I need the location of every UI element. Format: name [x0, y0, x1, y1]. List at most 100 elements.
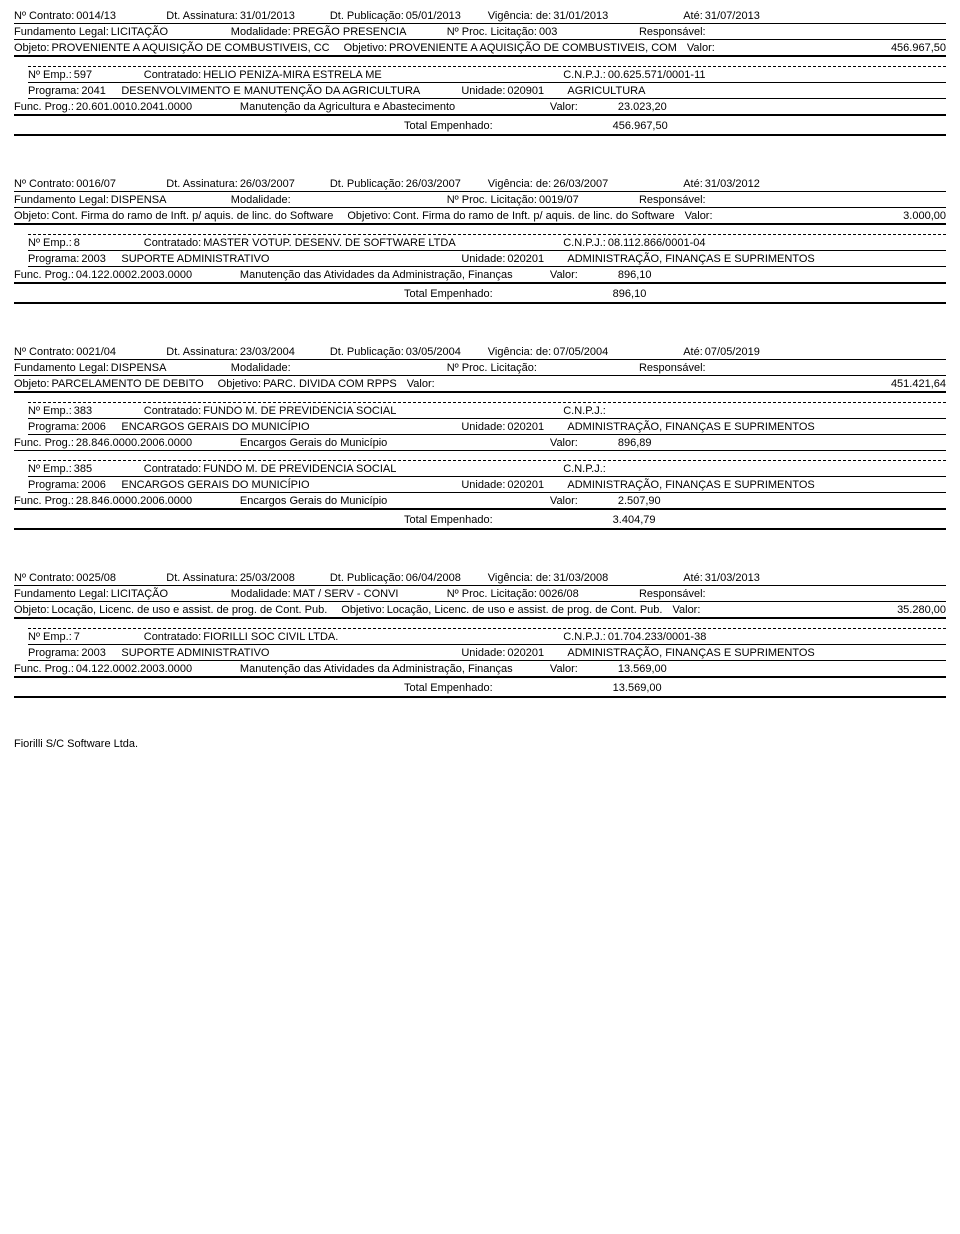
lbl-objeto: Objeto: — [14, 42, 49, 54]
lbl-dt-assinatura: Dt. Assinatura: — [166, 10, 238, 22]
val-objetivo: Cont. Firma do ramo de Inft. p/ aquis. d… — [393, 210, 675, 222]
lbl-modalidade: Modalidade: — [231, 194, 291, 206]
val-programa-desc: ENCARGOS GERAIS DO MUNICÍPIO — [121, 421, 441, 433]
total-row: Total Empenhado:456.967,50 — [14, 116, 946, 136]
lbl-num-emp: Nº Emp.: — [28, 237, 72, 249]
contract-block: Nº Contrato:0025/08Dt. Assinatura: 25/03… — [14, 570, 946, 698]
lbl-vigencia-ate: Até: — [683, 346, 703, 358]
contract-block: Nº Contrato:0021/04Dt. Assinatura: 23/03… — [14, 344, 946, 530]
val-emp-valor: 2.507,90 — [618, 495, 661, 507]
lbl-cnpj: C.N.P.J.: — [563, 463, 606, 475]
val-unidade-desc: ADMINISTRAÇÃO, FINANÇAS E SUPRIMENTOS — [567, 253, 814, 265]
lbl-modalidade: Modalidade: — [231, 362, 291, 374]
val-objeto: PARCELAMENTO DE DEBITO — [51, 378, 203, 390]
lbl-unidade: Unidade: — [461, 647, 505, 659]
emp-line-1: Nº Emp.:597Contratado: HELIO PENIZA-MIRA… — [28, 67, 946, 83]
emp-line-3: Func. Prog.: 04.122.0002.2003.0000Manute… — [14, 267, 946, 284]
emp-line-3: Func. Prog.: 20.601.0010.2041.0000 Manute… — [14, 99, 946, 116]
val-num-contrato: 0016/07 — [76, 178, 136, 190]
val-contratado: FIORILLI SOC CIVIL LTDA. — [203, 631, 543, 643]
lbl-vigencia-de: Vigência: de: — [488, 572, 551, 584]
lbl-total-empenhado: Total Empenhado: — [404, 514, 493, 526]
val-num-emp: 7 — [74, 631, 114, 643]
lbl-num-emp: Nº Emp.: — [28, 405, 72, 417]
emp-line-2: Programa: 2006ENCARGOS GERAIS DO MUNICÍP… — [28, 477, 946, 493]
val-dt-publicacao: 26/03/2007 — [406, 178, 476, 190]
contract-header-3: Objeto: Locação, Licenc. de uso e assist… — [14, 602, 946, 619]
lbl-vigencia-de: Vigência: de: — [488, 178, 551, 190]
contract-header-1: Nº Contrato:0021/04Dt. Assinatura: 23/03… — [14, 344, 946, 360]
val-dt-publicacao: 05/01/2013 — [406, 10, 476, 22]
lbl-func-prog: Func. Prog.: — [14, 495, 74, 507]
val-num-contrato: 0014/13 — [76, 10, 136, 22]
val-unidade-desc: ADMINISTRAÇÃO, FINANÇAS E SUPRIMENTOS — [567, 479, 814, 491]
lbl-func-prog: Func. Prog.: — [14, 269, 74, 281]
val-fund-legal: DISPENSA — [111, 194, 201, 206]
val-num-emp: 597 — [74, 69, 114, 81]
val-objetivo: Locação, Licenc. de uso e assist. de pro… — [387, 604, 663, 616]
val-modalidade: MAT / SERV - CONVI — [293, 588, 433, 600]
lbl-objeto: Objeto: — [14, 210, 49, 222]
lbl-unidade: Unidade: — [461, 421, 505, 433]
val-vigencia-de: 07/05/2004 — [553, 346, 623, 358]
lbl-dt-assinatura: Dt. Assinatura: — [166, 178, 238, 190]
lbl-func-prog: Func. Prog.: — [14, 101, 74, 113]
lbl-fund-legal: Fundamento Legal: — [14, 362, 109, 374]
val-objeto: Locação, Licenc. de uso e assist. de pro… — [51, 604, 327, 616]
lbl-total-empenhado: Total Empenhado: — [404, 682, 493, 694]
val-dt-publicacao: 03/05/2004 — [406, 346, 476, 358]
lbl-objetivo: Objetivo: — [341, 604, 384, 616]
val-func-prog: 20.601.0010.2041.0000 — [76, 101, 226, 113]
lbl-valor-hdr: Valor: — [407, 378, 435, 390]
val-programa-cod: 2003 — [81, 253, 115, 265]
val-contratado: FUNDO M. DE PREVIDENCIA SOCIAL — [203, 405, 543, 417]
emp-line-1: Nº Emp.:385Contratado: FUNDO M. DE PREVI… — [28, 461, 946, 477]
dashed-sep-emp — [28, 451, 946, 461]
lbl-unidade: Unidade: — [461, 85, 505, 97]
lbl-proc-lic: Nº Proc. Licitação: — [447, 362, 537, 374]
val-fund-legal: LICITAÇÃO — [111, 26, 201, 38]
val-valor-hdr: 3.000,00 — [903, 210, 946, 222]
val-valor-hdr: 35.280,00 — [897, 604, 946, 616]
val-programa-desc: SUPORTE ADMINISTRATIVO — [121, 647, 441, 659]
lbl-dt-assinatura: Dt. Assinatura: — [166, 572, 238, 584]
val-func-desc: Manutenção da Agricultura e Abasteciment… — [240, 101, 540, 113]
val-func-desc: Encargos Gerais do Município — [240, 495, 540, 507]
val-vigencia-de: 31/01/2013 — [553, 10, 623, 22]
lbl-func-prog: Func. Prog.: — [14, 437, 74, 449]
lbl-proc-lic: Nº Proc. Licitação: — [447, 26, 537, 38]
contracts-report: Nº Contrato:0014/13Dt. Assinatura: 31/01… — [14, 8, 946, 698]
dashed-sep — [28, 225, 946, 235]
val-modalidade: PREGÃO PRESENCIA — [293, 26, 433, 38]
val-unidade-cod: 020201 — [507, 421, 555, 433]
lbl-num-contrato: Nº Contrato: — [14, 178, 74, 190]
lbl-num-contrato: Nº Contrato: — [14, 10, 74, 22]
lbl-responsavel: Responsável: — [639, 26, 706, 38]
lbl-vigencia-de: Vigência: de: — [488, 10, 551, 22]
lbl-proc-lic: Nº Proc. Licitação: — [447, 194, 537, 206]
lbl-valor-hdr: Valor: — [685, 210, 713, 222]
val-proc-lic: 0019/07 — [539, 194, 609, 206]
lbl-contratado: Contratado: — [144, 463, 201, 475]
val-objetivo: PROVENIENTE A AQUISIÇÃO DE COMBUSTIVEIS,… — [389, 42, 677, 54]
emp-line-1: Nº Emp.:383Contratado: FUNDO M. DE PREVI… — [28, 403, 946, 419]
val-dt-assinatura: 25/03/2008 — [240, 572, 310, 584]
contract-header-1: Nº Contrato:0014/13 Dt. Assinatura: 31/01… — [14, 8, 946, 24]
lbl-num-contrato: Nº Contrato: — [14, 346, 74, 358]
contract-header-3: Objeto: Cont. Firma do ramo de Inft. p/ … — [14, 208, 946, 225]
lbl-dt-publicacao: Dt. Publicação: — [330, 572, 404, 584]
contract-block: Nº Contrato:0014/13 Dt. Assinatura: 31/01… — [14, 8, 946, 136]
val-vigencia-de: 26/03/2007 — [553, 178, 623, 190]
emp-line-2: Programa: 2006ENCARGOS GERAIS DO MUNICÍP… — [28, 419, 946, 435]
val-fund-legal: LICITAÇÃO — [111, 588, 201, 600]
lbl-responsavel: Responsável: — [639, 362, 706, 374]
lbl-objetivo: Objetivo: — [218, 378, 261, 390]
lbl-emp-valor: Valor: — [550, 663, 578, 675]
lbl-objeto: Objeto: — [14, 378, 49, 390]
val-emp-valor: 896,89 — [618, 437, 652, 449]
val-num-contrato: 0025/08 — [76, 572, 136, 584]
val-vigencia-ate: 31/03/2012 — [705, 178, 760, 190]
val-objeto: Cont. Firma do ramo de Inft. p/ aquis. d… — [51, 210, 333, 222]
val-dt-assinatura: 26/03/2007 — [240, 178, 310, 190]
lbl-programa: Programa: — [28, 479, 79, 491]
